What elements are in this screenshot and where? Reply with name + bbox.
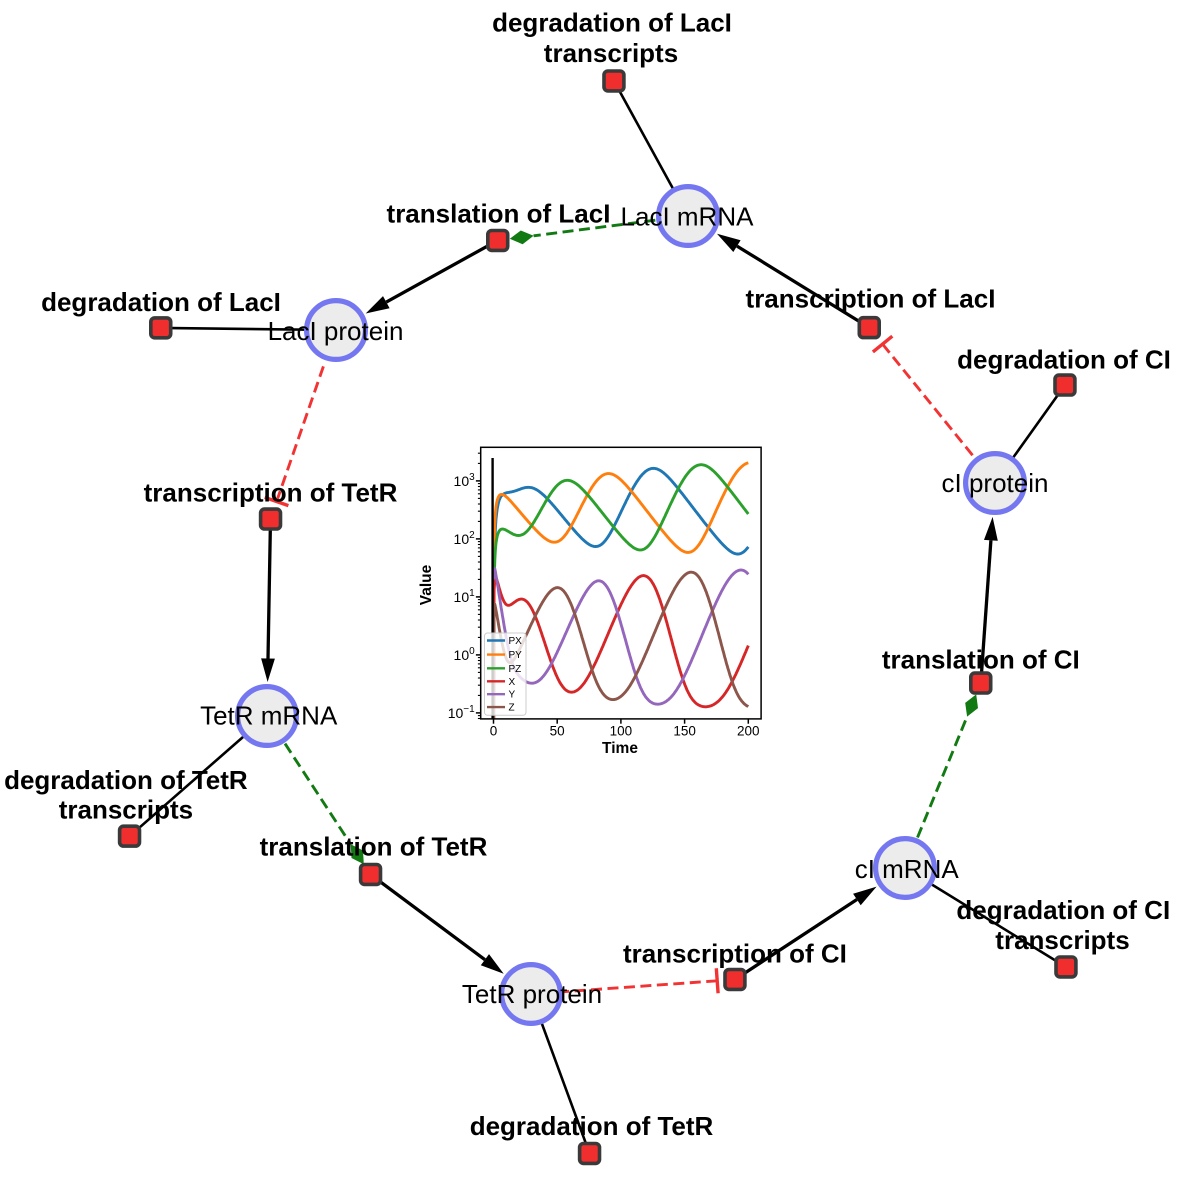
svg-text:200: 200	[737, 724, 760, 739]
svg-text:transcription of LacI: transcription of LacI	[746, 284, 996, 314]
svg-text:cI mRNA: cI mRNA	[855, 854, 960, 884]
svg-text:Y: Y	[509, 690, 516, 701]
svg-text:degradation of LacI: degradation of LacI	[41, 287, 281, 317]
svg-text:PX: PX	[509, 636, 523, 647]
svg-text:Z: Z	[509, 703, 515, 714]
svg-text:degradation of CI: degradation of CI	[957, 345, 1171, 375]
svg-text:transcription of CI: transcription of CI	[623, 938, 847, 968]
svg-text:transcripts: transcripts	[995, 925, 1129, 955]
svg-text:degradation of CI: degradation of CI	[956, 895, 1170, 925]
svg-text:TetR mRNA: TetR mRNA	[200, 701, 338, 731]
svg-text:Value: Value	[418, 564, 435, 605]
svg-text:0: 0	[490, 724, 498, 739]
svg-text:degradation of TetR: degradation of TetR	[4, 765, 248, 795]
svg-text:translation of LacI: translation of LacI	[387, 198, 611, 228]
svg-text:X: X	[509, 677, 516, 688]
svg-text:100: 100	[610, 724, 633, 739]
svg-text:LacI protein: LacI protein	[268, 316, 404, 346]
svg-text:Time: Time	[602, 740, 638, 757]
svg-text:TetR protein: TetR protein	[462, 979, 602, 1009]
svg-text:cI protein: cI protein	[942, 468, 1049, 498]
svg-text:transcripts: transcripts	[544, 38, 678, 68]
svg-text:degradation of LacI: degradation of LacI	[492, 7, 732, 37]
svg-text:translation of CI: translation of CI	[882, 644, 1080, 674]
svg-text:PZ: PZ	[509, 664, 522, 675]
svg-text:PY: PY	[509, 650, 523, 661]
svg-text:LacI mRNA: LacI mRNA	[621, 202, 755, 232]
svg-text:50: 50	[550, 724, 565, 739]
svg-text:degradation of TetR: degradation of TetR	[470, 1111, 714, 1141]
svg-text:transcription of TetR: transcription of TetR	[144, 477, 398, 507]
svg-text:translation of TetR: translation of TetR	[260, 831, 488, 861]
svg-text:transcripts: transcripts	[59, 795, 193, 825]
svg-text:150: 150	[673, 724, 696, 739]
